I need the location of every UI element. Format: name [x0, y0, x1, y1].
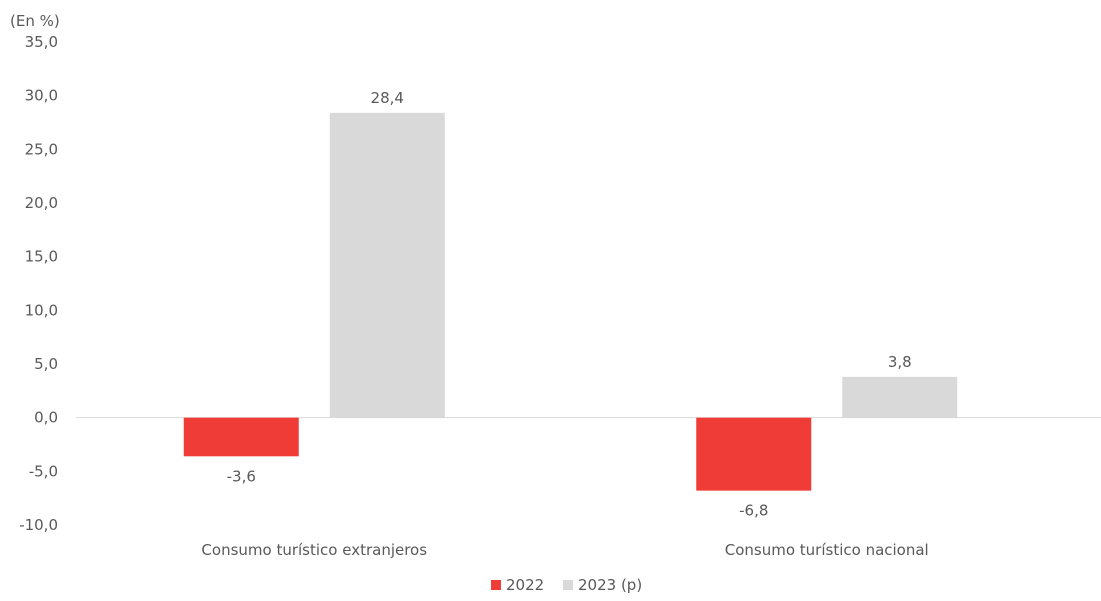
y-tick-label: 5,0 [34, 355, 58, 373]
legend: 2022 2023 (p) [491, 576, 642, 594]
bar [842, 376, 958, 418]
bar [329, 112, 445, 418]
unit-label: (En %) [10, 12, 60, 30]
y-axis-ticks: 35,0 30,0 25,0 20,0 15,0 10,0 5,0 0,0 -5,0 -10,0 [19, 33, 58, 534]
y-tick-label: -5,0 [29, 462, 58, 480]
data-label: 3,8 [888, 353, 912, 371]
data-label: -3,6 [227, 467, 256, 485]
bar [183, 417, 299, 457]
legend-label: 2023 (p) [578, 576, 642, 594]
y-tick-label: 15,0 [25, 248, 58, 266]
legend-swatch [491, 580, 501, 590]
legend-label: 2022 [506, 576, 544, 594]
category-labels-group: Consumo turístico extranjeros Consumo tur… [201, 541, 928, 559]
data-label: -6,8 [739, 502, 768, 520]
legend-swatch [563, 580, 573, 590]
y-tick-label: 20,0 [25, 194, 58, 212]
bars-group [183, 112, 958, 491]
data-labels-group: -3,6 28,4 -6,8 3,8 [227, 89, 912, 520]
y-tick-label: 0,0 [34, 409, 58, 427]
category-label: Consumo turístico extranjeros [201, 541, 427, 559]
bar [696, 417, 812, 491]
y-tick-label: 10,0 [25, 301, 58, 319]
y-tick-label: -10,0 [19, 516, 58, 534]
y-tick-label: 25,0 [25, 140, 58, 158]
category-label: Consumo turístico nacional [725, 541, 929, 559]
y-tick-label: 30,0 [25, 87, 58, 105]
y-tick-label: 35,0 [25, 33, 58, 51]
data-label: 28,4 [371, 89, 404, 107]
